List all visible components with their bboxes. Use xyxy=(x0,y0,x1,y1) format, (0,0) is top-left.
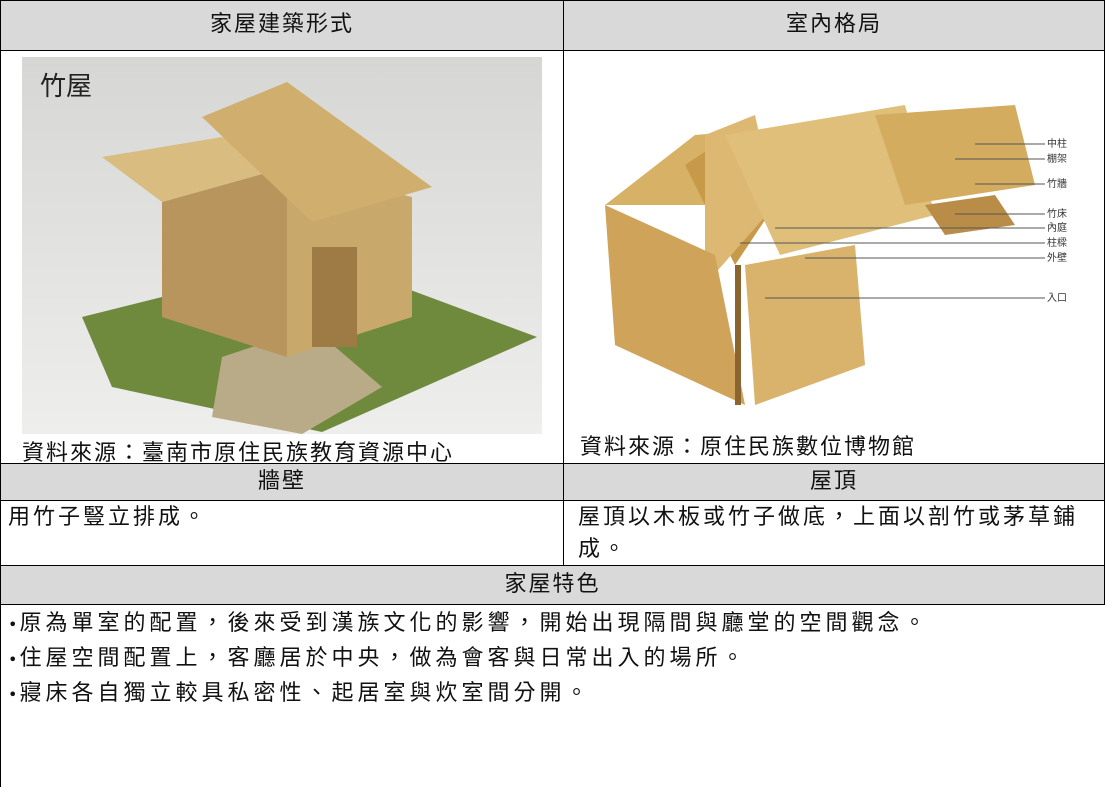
diagram-label: 竹床 xyxy=(1047,207,1067,220)
caption: 資料來源：臺南市原住民族教育資源中心 xyxy=(22,441,455,466)
border xyxy=(0,500,1105,501)
header-cell: 室內格局 xyxy=(564,1,1104,50)
border xyxy=(0,0,1105,1)
diagram-label: 內庭 xyxy=(1047,221,1067,234)
diagram-label: 棚架 xyxy=(1047,152,1067,165)
feature-item: 寢床各自獨立較具私密性、起居室與炊室間分開。 xyxy=(8,678,591,711)
border xyxy=(0,463,1105,464)
feature-item: 原為單室的配置，後來受到漢族文化的影響，開始出現隔間與廳堂的空間觀念。 xyxy=(8,608,929,641)
diagram-label: 入口 xyxy=(1047,293,1067,304)
feature-item: 住屋空間配置上，客廳居於中央，做為會客與日常出入的場所。 xyxy=(8,643,747,676)
feature-header: 家屋特色 xyxy=(1,566,1104,604)
border xyxy=(0,0,1,787)
header-cell: 家屋建築形式 xyxy=(1,1,563,50)
image-label: 竹屋 xyxy=(40,72,92,102)
border xyxy=(0,50,1105,51)
subheader-cell: 屋頂 xyxy=(564,464,1104,500)
house-photo: 竹屋 xyxy=(22,57,542,434)
cell-text: 屋頂以木板或竹子做底，上面以剖竹或茅草鋪成。 xyxy=(578,505,1079,562)
diagram-label: 外壁 xyxy=(1047,251,1067,264)
diagram-label: 竹牆 xyxy=(1047,177,1067,190)
diagram-label: 柱樑 xyxy=(1047,236,1067,249)
caption: 資料來源：原住民族數位博物館 xyxy=(580,435,917,460)
border xyxy=(0,604,1105,605)
cell-text: 用竹子豎立排成。 xyxy=(8,505,209,530)
border xyxy=(0,565,1105,566)
diagram-label: 中柱 xyxy=(1047,137,1067,150)
subheader-cell: 牆壁 xyxy=(1,464,563,500)
border xyxy=(563,0,564,565)
